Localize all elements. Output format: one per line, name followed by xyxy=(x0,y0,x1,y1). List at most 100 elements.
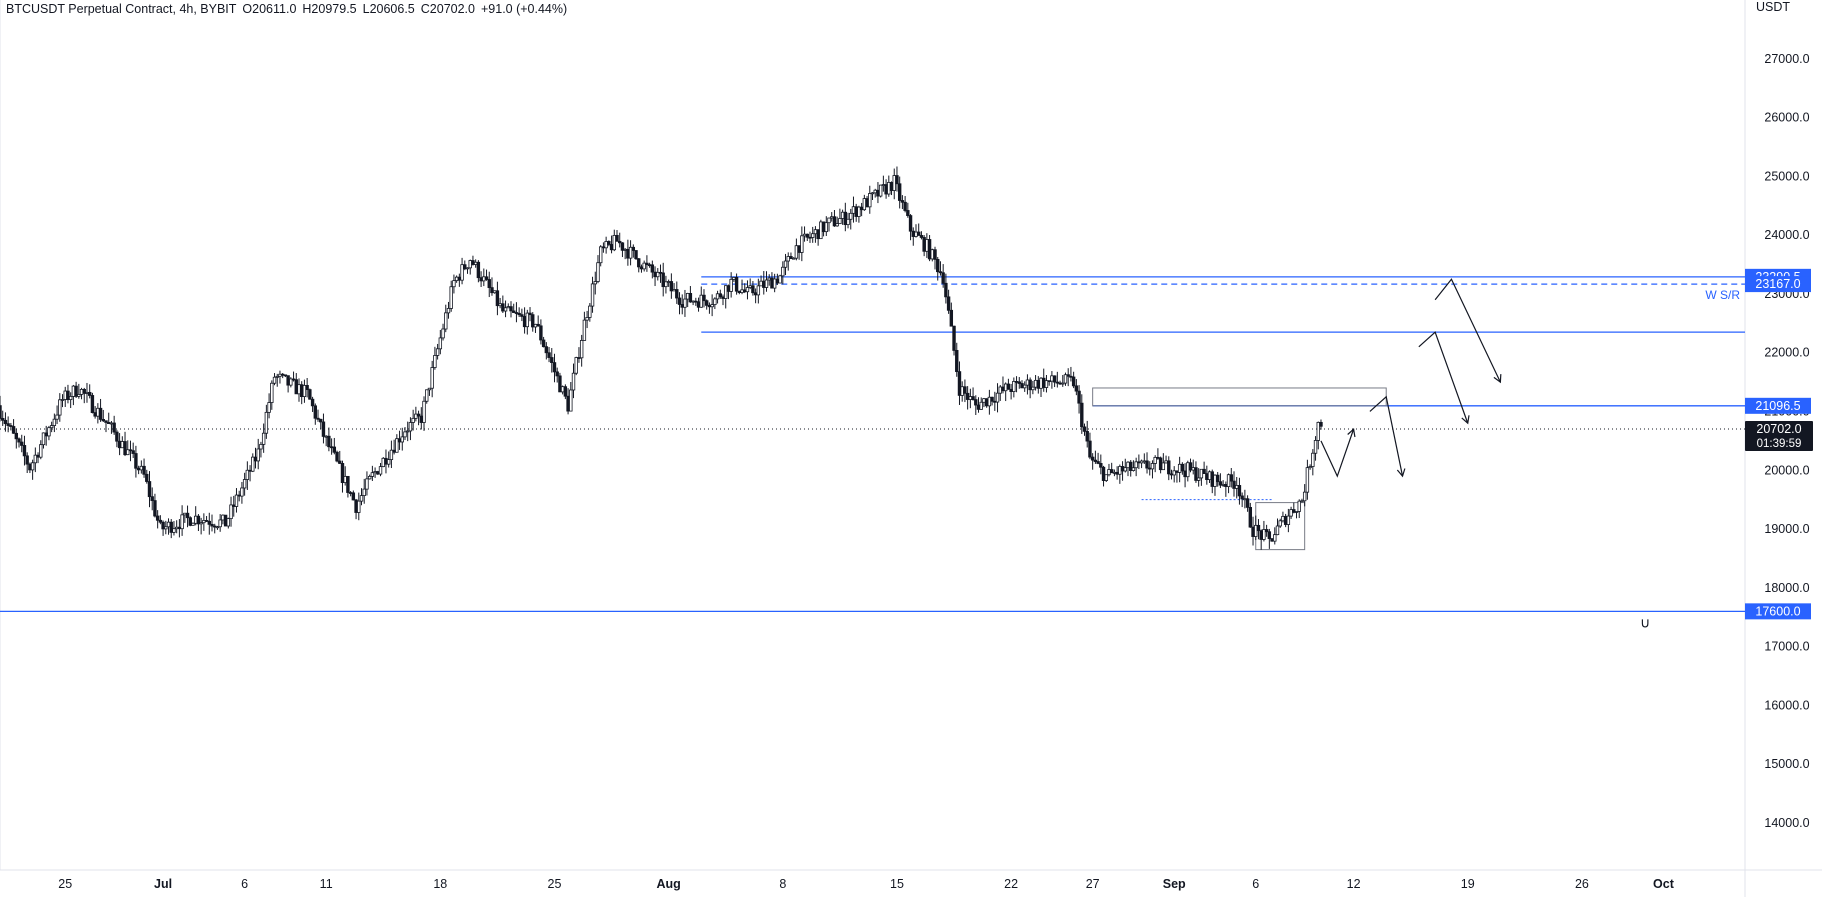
symbol-legend: BTCUSDT Perpetual Contract, 4h, BYBIT O2… xyxy=(6,2,567,16)
projection-arrow xyxy=(1434,278,1501,383)
candle-body xyxy=(454,276,459,282)
candle-body xyxy=(128,449,133,452)
candle-body xyxy=(1221,483,1225,486)
candle-body xyxy=(666,281,671,283)
candle-body xyxy=(531,314,535,328)
candle-body xyxy=(982,398,986,403)
candle-body xyxy=(376,471,380,475)
candle-body xyxy=(1158,457,1163,471)
candle-body xyxy=(854,206,858,217)
candle-body xyxy=(903,201,907,211)
candle-body xyxy=(1137,461,1141,464)
candle-body xyxy=(237,494,241,497)
candle-body xyxy=(604,241,608,249)
candle-body xyxy=(892,175,896,191)
candle-body xyxy=(930,249,934,260)
candle-body xyxy=(1177,463,1182,473)
candle-body xyxy=(724,285,728,299)
candle-body xyxy=(1148,467,1152,470)
candle-body xyxy=(340,463,345,484)
candle-body xyxy=(408,422,413,432)
candle-body xyxy=(272,376,277,384)
candle-body xyxy=(1316,421,1320,441)
candle-body xyxy=(22,445,27,457)
candle-body xyxy=(283,374,288,377)
candle-body xyxy=(289,378,293,386)
candle-body xyxy=(457,276,462,281)
candle-body xyxy=(77,394,81,397)
candle-body xyxy=(639,266,644,270)
candle-body xyxy=(1,417,5,421)
candle-body xyxy=(1039,377,1043,389)
candle-body xyxy=(1153,456,1157,464)
y-tick-label: 14000.0 xyxy=(1764,816,1809,830)
candle-body xyxy=(359,495,364,502)
candle-body xyxy=(672,289,676,292)
x-tick-label: 6 xyxy=(1252,877,1259,891)
x-tick-label: Oct xyxy=(1653,877,1675,891)
candle-body xyxy=(1237,485,1242,497)
candle-body xyxy=(351,492,356,501)
candle-body xyxy=(449,286,453,309)
candle-body xyxy=(1264,529,1269,533)
candle-body xyxy=(188,517,192,526)
candle-body xyxy=(1194,467,1198,481)
candle-body xyxy=(1243,498,1247,501)
candle-body xyxy=(808,236,812,239)
candle-body xyxy=(816,229,820,240)
candle-body xyxy=(202,520,206,524)
candle-body xyxy=(357,500,361,513)
candle-body xyxy=(615,234,619,242)
candle-body xyxy=(251,456,255,472)
candle-body xyxy=(1273,534,1277,542)
candle-body xyxy=(721,296,725,299)
candle-body xyxy=(588,305,592,318)
candle-body xyxy=(397,438,402,443)
candle-body xyxy=(1014,381,1019,383)
candle-body xyxy=(936,259,940,273)
candle-body xyxy=(963,386,967,394)
level-price-label: 17600.0 xyxy=(1755,604,1800,618)
candle-body xyxy=(1061,382,1065,385)
candle-body xyxy=(87,391,92,396)
candle-body xyxy=(319,418,323,423)
candle-body xyxy=(612,234,616,251)
candle-body xyxy=(1289,509,1293,517)
candle-body xyxy=(1126,461,1130,469)
candle-body xyxy=(911,230,915,237)
candle-body xyxy=(473,261,478,265)
candle-body xyxy=(68,396,73,401)
candle-body xyxy=(759,280,763,287)
candle-body xyxy=(30,462,35,471)
candle-body xyxy=(1270,538,1274,542)
candle-body xyxy=(870,192,875,195)
candle-body xyxy=(362,488,366,496)
candle-body xyxy=(1101,466,1106,481)
candle-body xyxy=(1107,469,1111,476)
candle-body xyxy=(1129,461,1133,471)
candle-body xyxy=(501,303,505,312)
candle-body xyxy=(55,414,59,420)
candle-body xyxy=(533,323,538,328)
candle-body xyxy=(503,307,508,312)
candle-body xyxy=(582,319,587,341)
candle-body xyxy=(647,264,652,267)
candle-body xyxy=(365,478,369,490)
candle-body xyxy=(123,441,127,456)
candle-body xyxy=(346,475,350,493)
candle-body xyxy=(221,514,225,521)
candle-body xyxy=(1305,467,1310,493)
candle-body xyxy=(1218,481,1223,486)
candle-body xyxy=(416,413,421,417)
candle-body xyxy=(1139,460,1144,464)
candle-body xyxy=(952,325,956,351)
candle-body xyxy=(1164,460,1168,464)
candle-body xyxy=(204,520,209,522)
candle-body xyxy=(487,279,491,289)
candle-body xyxy=(1090,456,1095,461)
candle-body xyxy=(207,520,211,525)
candle-body xyxy=(495,290,500,307)
candle-body xyxy=(718,293,722,298)
